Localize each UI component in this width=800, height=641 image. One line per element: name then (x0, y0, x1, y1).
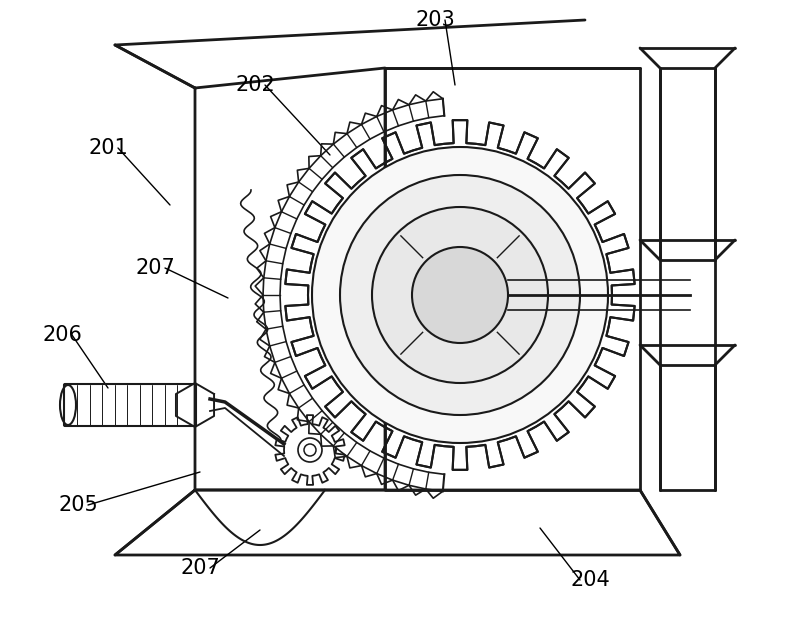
Circle shape (312, 147, 608, 443)
Text: 205: 205 (58, 495, 98, 515)
Text: 204: 204 (570, 570, 610, 590)
Text: 206: 206 (42, 325, 82, 345)
Text: 207: 207 (135, 258, 175, 278)
Circle shape (372, 207, 548, 383)
Circle shape (412, 247, 508, 343)
Circle shape (340, 175, 580, 415)
Text: 203: 203 (415, 10, 455, 30)
Text: 202: 202 (235, 75, 275, 95)
Text: 207: 207 (180, 558, 220, 578)
Text: 201: 201 (88, 138, 128, 158)
